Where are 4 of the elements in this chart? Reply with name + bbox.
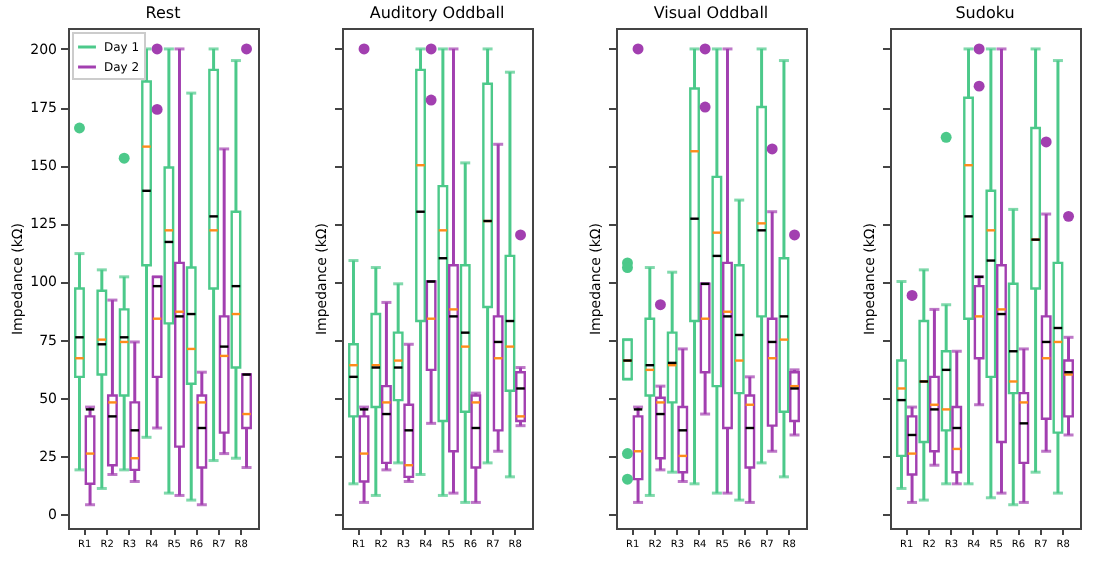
chart-title: Visual Oddball: [653, 4, 769, 22]
chart-title: Auditory Oddball: [369, 4, 505, 22]
chart-title: Rest: [145, 4, 181, 22]
chart-title: Sudoku: [955, 4, 1015, 22]
